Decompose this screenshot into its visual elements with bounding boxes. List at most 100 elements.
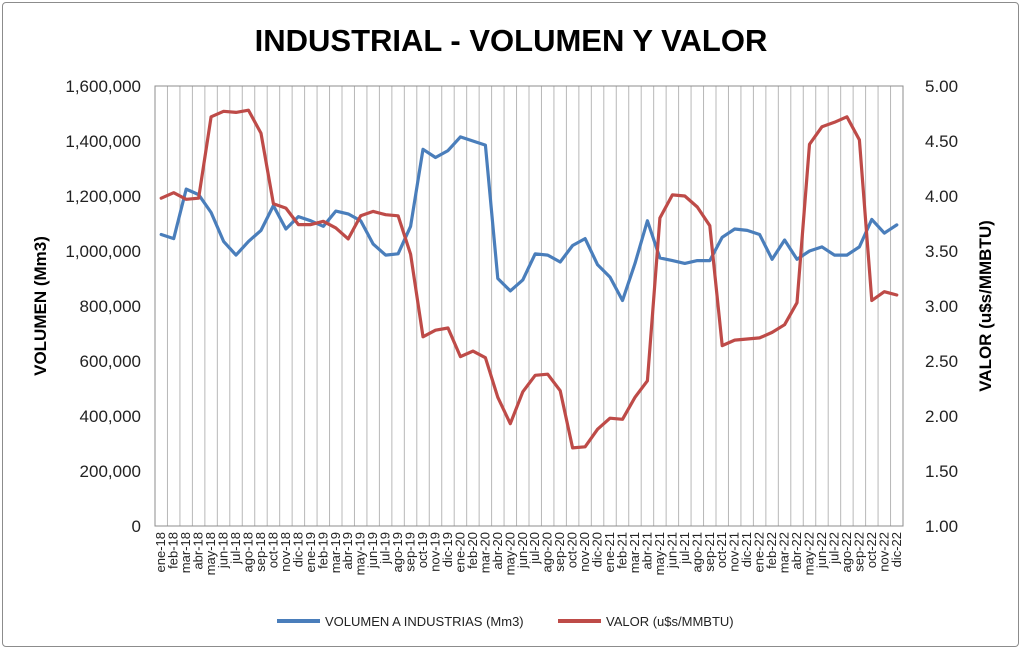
left-tick-label: 600,000	[80, 352, 141, 371]
data-point-valor	[871, 299, 873, 302]
data-point-valor	[634, 396, 636, 399]
data-point-valor	[185, 198, 187, 201]
data-point-volumen	[783, 239, 786, 241]
data-point-valor	[746, 338, 748, 340]
data-point-volumen	[634, 262, 636, 265]
x-tick-label: may-19	[353, 532, 368, 575]
left-tick-label: 800,000	[80, 297, 141, 316]
x-tick-label: oct-19	[415, 532, 430, 568]
data-point-valor	[733, 339, 736, 341]
series-line-volumen	[159, 135, 899, 303]
x-tick-label: nov-19	[428, 532, 443, 572]
x-tick-label: sep-21	[702, 532, 717, 572]
data-point-volumen	[771, 258, 773, 261]
data-point-volumen	[260, 229, 262, 232]
x-tick-label: abr-22	[789, 532, 804, 570]
data-point-volumen	[546, 254, 549, 256]
x-tick-label: ene-19	[303, 532, 318, 572]
x-tick-label: jul-22	[826, 532, 841, 565]
data-point-valor	[571, 447, 574, 449]
x-tick-label: jul-19	[378, 532, 393, 565]
plot-area-border	[154, 85, 904, 527]
grid	[166, 86, 892, 526]
data-point-volumen	[359, 220, 362, 222]
x-tick-label: jul-18	[228, 532, 243, 565]
x-tick-label: nov-21	[727, 532, 742, 572]
x-tick-label: abr-19	[340, 532, 355, 570]
data-point-valor	[621, 418, 624, 421]
data-point-volumen	[534, 253, 536, 255]
right-tick-label: 3.50	[925, 242, 958, 261]
data-point-valor	[846, 116, 848, 118]
x-tick-label: ene-21	[602, 532, 617, 572]
data-point-valor	[172, 191, 175, 194]
left-tick-label: 200,000	[80, 462, 141, 481]
data-point-valor	[347, 238, 350, 240]
data-point-volumen	[758, 233, 761, 236]
x-tick-label: jul-20	[527, 532, 542, 565]
left-axis-ticks: 0 200,000 400,000 600,000 800,000 1,000,000 1,…	[65, 77, 141, 536]
data-point-valor	[522, 391, 524, 393]
right-tick-label: 2.50	[925, 352, 958, 371]
data-point-volumen	[422, 148, 424, 151]
data-point-volumen	[509, 290, 512, 292]
data-point-valor	[721, 344, 723, 347]
data-point-valor	[359, 215, 362, 217]
series-line-valor	[159, 108, 899, 450]
data-point-volumen	[372, 243, 375, 245]
legend-label-volumen: VOLUMEN A INDUSTRIAS (Mm3)	[325, 614, 524, 629]
data-point-valor	[372, 210, 375, 213]
x-tick-label: oct-18	[265, 532, 280, 568]
data-point-volumen	[896, 224, 898, 226]
x-tick-label: jun-19	[365, 532, 380, 569]
data-point-valor	[796, 301, 798, 304]
data-point-volumen	[621, 299, 624, 302]
data-point-volumen	[883, 232, 886, 234]
x-tick-label: may-18	[203, 532, 218, 575]
data-point-volumen	[235, 254, 237, 256]
x-tick-label: ene-18	[153, 532, 168, 572]
data-point-valor	[546, 373, 549, 376]
left-tick-label: 1,200,000	[65, 187, 141, 206]
data-point-volumen	[335, 210, 337, 212]
data-point-valor	[335, 227, 337, 229]
data-point-valor	[559, 389, 561, 392]
data-point-valor	[896, 294, 898, 296]
data-point-volumen	[484, 144, 487, 146]
x-tick-label: ago-19	[390, 532, 405, 572]
data-point-valor	[160, 197, 162, 199]
data-point-volumen	[696, 259, 699, 262]
data-point-valor	[534, 374, 536, 377]
data-point-valor	[671, 194, 674, 196]
data-point-valor	[310, 223, 312, 226]
x-tick-label: jul-21	[677, 532, 692, 565]
data-point-valor	[609, 417, 611, 420]
data-point-valor	[260, 132, 262, 135]
x-tick-label: may-20	[502, 532, 517, 575]
data-point-valor	[833, 121, 836, 124]
data-point-valor	[197, 197, 200, 199]
data-point-volumen	[185, 188, 187, 190]
right-tick-label: 3.00	[925, 297, 958, 316]
x-tick-label: mar-20	[477, 532, 492, 573]
data-point-valor	[409, 253, 412, 256]
data-point-valor	[422, 336, 424, 338]
x-tick-label: dic-22	[889, 532, 904, 567]
x-tick-label: sep-20	[552, 532, 567, 572]
right-tick-label: 1.00	[925, 517, 958, 536]
x-tick-label: jun-18	[216, 532, 231, 569]
right-tick-label: 2.00	[925, 407, 958, 426]
data-point-volumen	[721, 236, 723, 239]
x-tick-label: abr-20	[490, 532, 505, 570]
data-point-volumen	[646, 220, 649, 222]
x-tick-label: jun-22	[814, 532, 829, 569]
x-tick-label: may-22	[802, 532, 817, 575]
data-point-volumen	[833, 254, 836, 256]
data-point-valor	[222, 110, 225, 113]
left-tick-label: 1,600,000	[65, 77, 141, 96]
x-tick-label: ago-21	[689, 532, 704, 572]
x-tick-label: ago-20	[540, 532, 555, 572]
x-tick-label: feb-21	[615, 532, 630, 569]
data-point-volumen	[472, 140, 474, 142]
